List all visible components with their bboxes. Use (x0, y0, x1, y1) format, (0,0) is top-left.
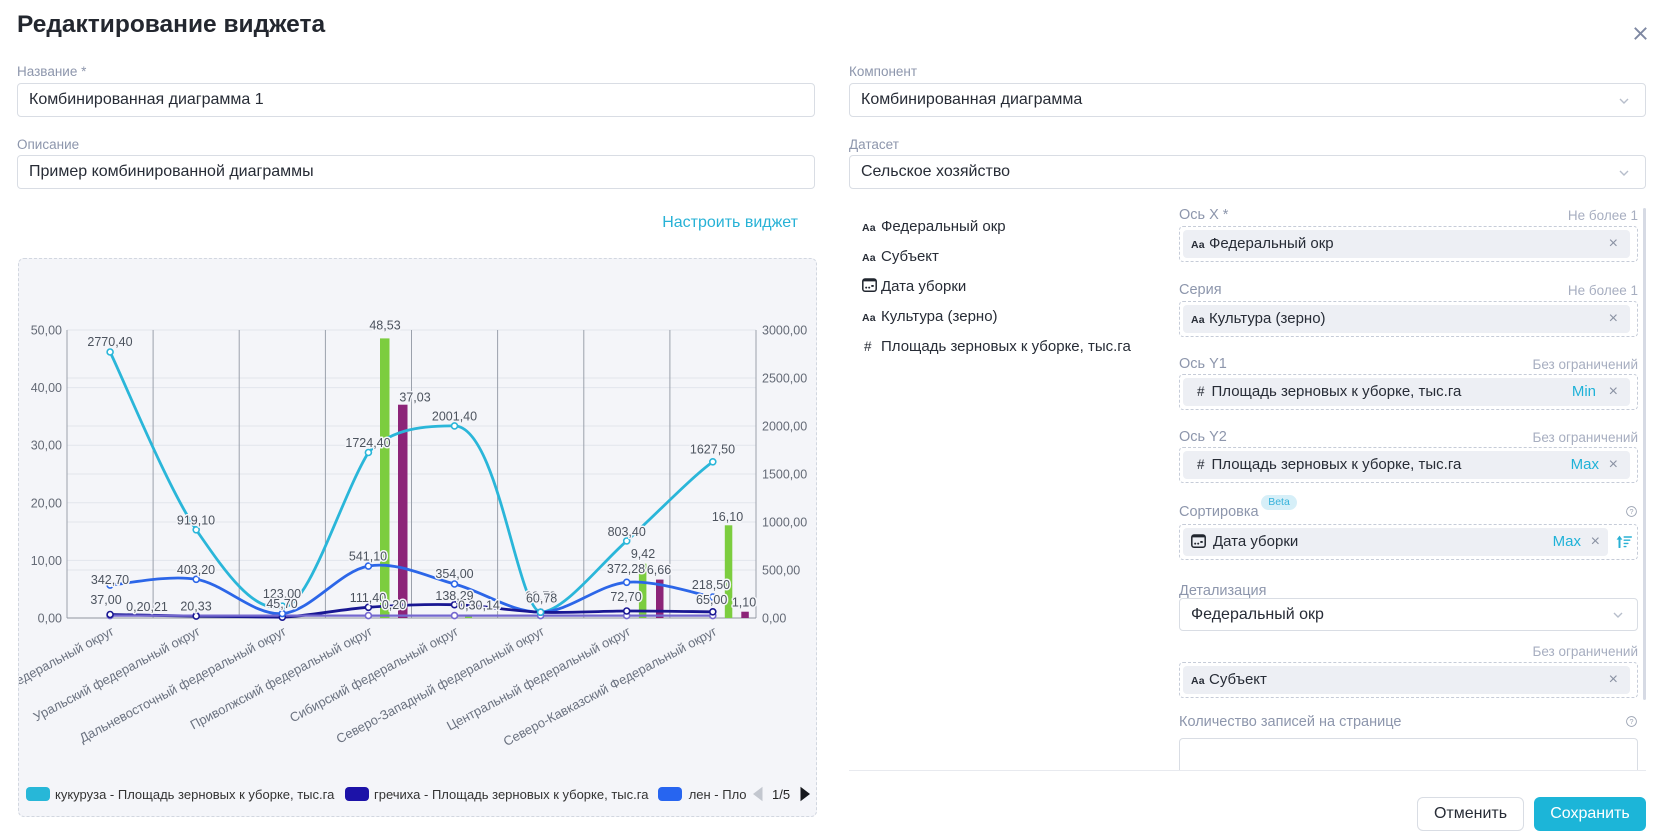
svg-text:72,70: 72,70 (610, 590, 641, 604)
svg-text:?: ? (1630, 507, 1634, 516)
svg-text:0,20: 0,20 (382, 598, 406, 612)
svg-text:500,00: 500,00 (762, 564, 800, 578)
svg-text:60,78: 60,78 (525, 590, 556, 604)
svg-text:2000,00: 2000,00 (762, 420, 807, 434)
svg-text:354,00: 354,00 (435, 567, 473, 581)
svg-text:138,29: 138,29 (435, 589, 473, 603)
svg-text:342,70: 342,70 (91, 573, 129, 587)
svg-text:1724,40: 1724,40 (345, 436, 390, 450)
svg-text:803,40: 803,40 (608, 525, 646, 539)
svg-text:Сибирский федеральный округ: Сибирский федеральный округ (287, 623, 461, 725)
svg-text:111,40: 111,40 (350, 591, 386, 605)
svg-text:0,20,21: 0,20,21 (126, 600, 168, 614)
svg-text:2770,40: 2770,40 (87, 335, 132, 349)
svg-text:37,00: 37,00 (90, 593, 121, 607)
svg-text:0,30,14: 0,30,14 (458, 599, 500, 613)
svg-text:218,50: 218,50 (692, 578, 730, 592)
svg-text:45,70: 45,70 (266, 597, 297, 611)
svg-text:1627,50: 1627,50 (690, 443, 735, 457)
svg-text:37,03: 37,03 (399, 391, 430, 405)
svg-text:403,20: 403,20 (177, 563, 215, 577)
svg-text:65,00: 65,00 (696, 593, 727, 607)
svg-text:40,00: 40,00 (31, 381, 62, 395)
svg-text:2500,00: 2500,00 (762, 372, 807, 386)
svg-text:1500,00: 1500,00 (762, 468, 807, 482)
svg-text:30,00: 30,00 (31, 439, 62, 453)
svg-text:60,78: 60,78 (526, 592, 557, 606)
svg-text:20,00: 20,00 (31, 496, 62, 510)
svg-text:0,00: 0,00 (38, 612, 62, 626)
svg-text:123,00: 123,00 (263, 587, 301, 601)
svg-text:372,28: 372,28 (607, 562, 645, 576)
svg-text:6,66: 6,66 (647, 563, 671, 577)
svg-text:0,00: 0,00 (762, 612, 786, 626)
svg-text:?: ? (1630, 717, 1634, 726)
svg-text:919,10: 919,10 (177, 514, 215, 528)
svg-text:1000,00: 1000,00 (762, 516, 807, 530)
svg-text:48,53: 48,53 (369, 319, 400, 333)
svg-text:16,10: 16,10 (712, 510, 743, 524)
svg-text:3000,00: 3000,00 (762, 324, 807, 338)
svg-text:50,00: 50,00 (31, 324, 62, 338)
svg-text:541,10: 541,10 (349, 550, 387, 564)
svg-text:Уральский федеральный округ: Уральский федеральный округ (31, 623, 203, 724)
svg-text:2001,40: 2001,40 (432, 410, 477, 424)
svg-text:9,42: 9,42 (631, 547, 655, 561)
svg-text:10,00: 10,00 (31, 554, 62, 568)
svg-text:20,33: 20,33 (180, 600, 211, 614)
svg-text:1,10: 1,10 (732, 596, 756, 610)
